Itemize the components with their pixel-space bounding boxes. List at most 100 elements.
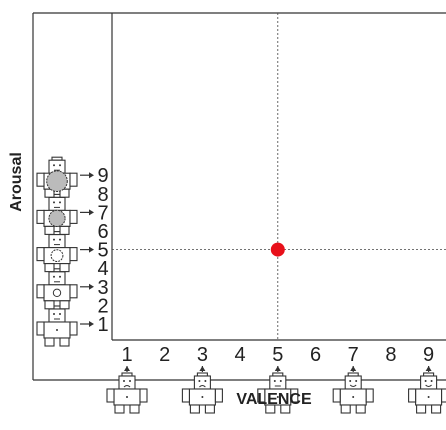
x-tick-label: 8 [385, 344, 396, 366]
mannikin-arm-left [181, 388, 190, 403]
mannikin-head [269, 375, 287, 390]
mannikin-leg-right [59, 337, 70, 347]
mannikin-eye [53, 164, 55, 167]
mannikin-body [43, 284, 71, 302]
mannikin-leg-right [59, 263, 70, 273]
valence-arrowhead [274, 366, 281, 371]
arousal-arrowhead [89, 246, 94, 253]
mannikin-arm-right [214, 388, 223, 403]
mannikin-eye [273, 380, 276, 382]
mannikin-leg-left [44, 225, 55, 235]
sam-valence-5 [257, 372, 299, 414]
arousal-burst [46, 170, 68, 192]
mannikin-arm-right [69, 284, 78, 299]
x-tick-label: 2 [159, 344, 170, 366]
mannikin-arm-left [36, 321, 45, 336]
x-tick-label: 9 [423, 344, 434, 366]
mannikin-arm-left [332, 388, 341, 403]
x-tick-label: 4 [235, 344, 246, 366]
y-tick-label: 5 [97, 240, 108, 262]
y-tick-label: 1 [97, 314, 108, 336]
mannikin-eye [59, 201, 61, 204]
mannikin-leg-right [204, 404, 215, 414]
y-tick-label: 6 [97, 221, 108, 243]
mannikin-arm-left [36, 209, 45, 224]
mannikin-head [420, 375, 438, 390]
sam-arousal-9 [36, 156, 78, 198]
mannikin-eye [204, 380, 207, 382]
mannikin-leg-left [114, 404, 125, 414]
sam-arousal-7 [36, 193, 78, 235]
y-axis-title: Arousal [8, 152, 25, 212]
mannikin-arm-left [36, 172, 45, 187]
arousal-arrowhead [89, 321, 94, 327]
mannikin-arm-left [106, 388, 115, 403]
arousal-burst [48, 209, 66, 227]
mannikin-eye [430, 380, 433, 382]
mannikin-eye [53, 238, 55, 241]
mannikin-arm-right [69, 247, 78, 262]
x-tick-labels: 1 2 3 4 5 6 7 8 9 [121, 344, 434, 366]
y-tick-label: 7 [97, 202, 108, 224]
mannikin-leg-left [44, 337, 55, 347]
arousal-burst [50, 249, 64, 263]
mannikin-mouth [123, 385, 131, 388]
mannikin-head [48, 196, 66, 211]
valence-arrowhead [350, 366, 357, 371]
mannikin-eye [123, 380, 125, 382]
mannikin-eye [279, 380, 282, 382]
mannikin-eye [349, 380, 352, 382]
mannikin-leg-right [129, 404, 140, 414]
mannikin-eye [53, 275, 55, 278]
mannikin-leg-left [44, 188, 55, 198]
mannikin-head [48, 271, 66, 286]
mannikin-leg-right [59, 188, 70, 198]
arousal-arrowhead [89, 209, 94, 216]
mannikin-eye [129, 380, 131, 382]
x-tick-label: 6 [310, 344, 321, 366]
mannikin-leg-right [59, 225, 70, 235]
mannikin-eye [53, 313, 55, 315]
valence-arrowhead [199, 366, 206, 371]
mannikin-leg-left [265, 404, 276, 414]
arousal-dot [352, 396, 355, 398]
mannikin-eye [59, 275, 61, 278]
mannikin-eye [53, 201, 55, 204]
valence-arrowhead [124, 366, 130, 371]
sam-arousal-1 [36, 305, 78, 347]
mannikin-head [48, 308, 66, 323]
mannikin-mouth [425, 384, 432, 387]
sam-arousal-5 [36, 231, 78, 273]
crosshair [112, 13, 446, 340]
mannikin-arm-right [139, 388, 148, 403]
mannikin-leg-left [44, 300, 55, 310]
x-tick-label: 3 [197, 344, 208, 366]
mannikin-mouth [349, 384, 357, 387]
sam-valence-9 [408, 372, 446, 414]
arousal-burst [52, 288, 62, 297]
y-tick-label: 9 [97, 165, 108, 187]
y-tick-label: 3 [97, 277, 108, 299]
rating-marker-layer [270, 242, 285, 257]
rating-marker [270, 242, 285, 257]
valence-arrowhead [425, 366, 432, 371]
x-tick-label: 5 [272, 344, 283, 366]
y-tick-label: 4 [97, 258, 108, 280]
sam-valence-3 [181, 372, 223, 414]
mannikin-eye [355, 380, 358, 382]
mannikin-leg-right [431, 404, 442, 414]
y-tick-label: 2 [97, 295, 108, 317]
mannikin-arm-left [36, 247, 45, 262]
x-axis-title: VALENCE [236, 391, 312, 408]
mannikin-arm-right [69, 321, 78, 336]
sam-valence-7 [332, 372, 374, 414]
mannikin-leg-left [44, 263, 55, 273]
mannikin-head [344, 375, 362, 390]
x-tick-label: 7 [348, 344, 359, 366]
mannikin-leg-left [189, 404, 200, 414]
mannikin-leg-right [280, 404, 291, 414]
mannikin-leg-right [355, 404, 366, 414]
mannikin-eye [59, 238, 61, 241]
mannikin-arm-left [257, 388, 266, 403]
